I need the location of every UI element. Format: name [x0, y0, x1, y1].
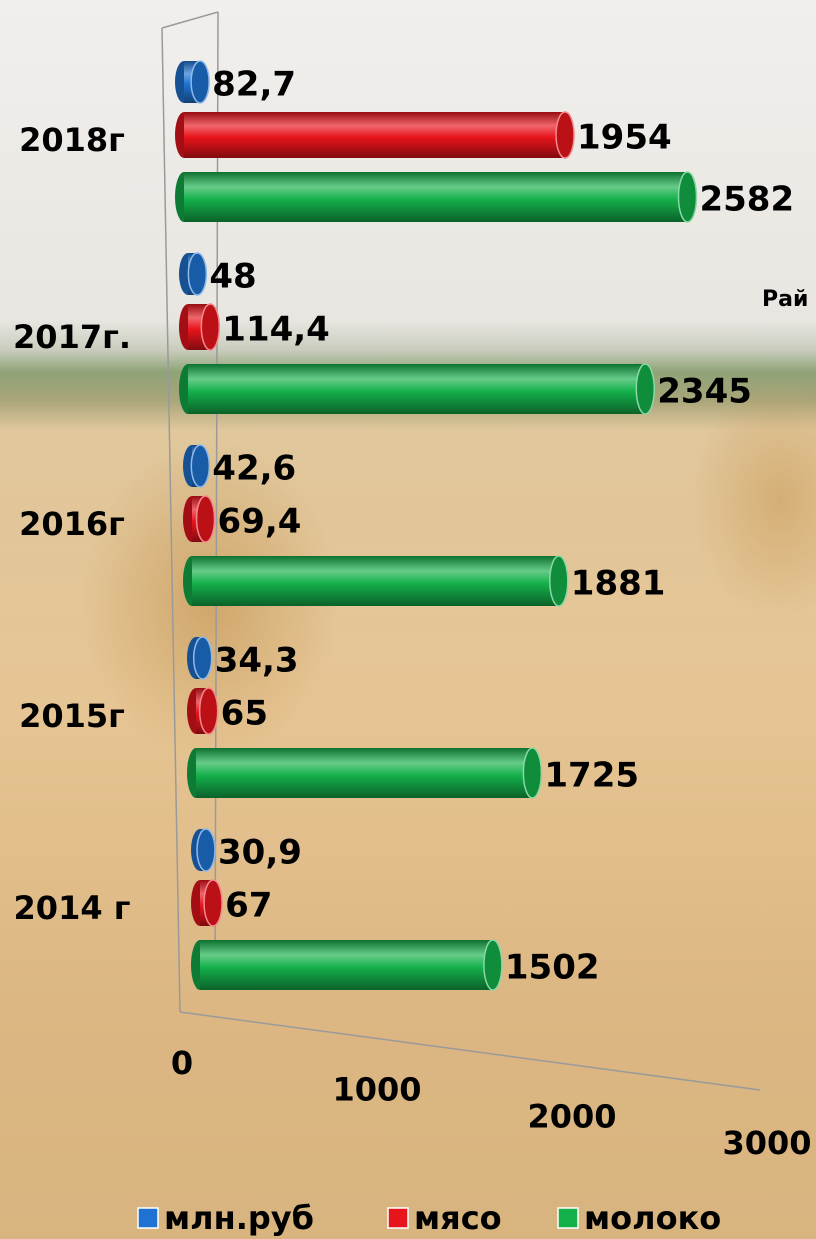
legend-label: мясо	[414, 1199, 502, 1237]
bar-cap	[188, 253, 206, 295]
value-label: 1502	[505, 948, 600, 988]
value-label: 65	[221, 694, 268, 734]
value-label: 34,3	[215, 641, 299, 681]
bar-cap	[523, 748, 541, 798]
legend-swatch	[388, 1208, 408, 1228]
back-wall-edge	[162, 28, 180, 1012]
floor-edge	[180, 1012, 760, 1090]
value-label: 69,4	[218, 502, 302, 542]
category-label: 2018г	[19, 121, 125, 159]
legend-swatch	[558, 1208, 578, 1228]
legend-label: млн.руб	[164, 1199, 314, 1237]
bar	[196, 748, 532, 798]
value-label: 114,4	[222, 310, 330, 350]
category-label: 2016г	[19, 505, 125, 543]
bar	[184, 112, 565, 158]
bar-cap	[636, 364, 654, 414]
value-label: 2582	[699, 180, 794, 220]
back-wall-edge	[162, 12, 218, 28]
value-label: 30,9	[218, 833, 302, 873]
category-label: 2017г.	[13, 318, 131, 356]
bar-cap	[204, 880, 222, 926]
x-tick-label: 3000	[722, 1124, 811, 1162]
bar-cap	[194, 637, 212, 679]
bar	[188, 364, 645, 414]
bar-cap	[191, 445, 209, 487]
x-tick-label: 1000	[332, 1071, 421, 1109]
x-tick-label: 2000	[527, 1097, 616, 1135]
legend-label: молоко	[584, 1199, 721, 1237]
value-label: 82,7	[212, 65, 296, 105]
bar-cap	[200, 688, 218, 734]
value-label: 1725	[544, 756, 639, 796]
bar	[184, 172, 687, 222]
chart: Рай 0 1000 2000 3000 2014 г 30,9 67 1502 2015г 34…	[0, 0, 816, 1239]
bar-cap	[197, 829, 215, 871]
bar-cap	[556, 112, 574, 158]
bar-cap	[550, 556, 568, 606]
bar	[192, 556, 559, 606]
value-label: 1881	[571, 564, 666, 604]
bar-cap	[197, 496, 215, 542]
bar-cap	[201, 304, 219, 350]
value-label: 48	[209, 257, 256, 297]
category-label: 2015г	[19, 697, 125, 735]
category-label: 2014 г	[14, 889, 131, 927]
legend-swatch	[138, 1208, 158, 1228]
bar-cap	[191, 61, 209, 103]
bar-cap	[678, 172, 696, 222]
annotation: Рай	[762, 287, 808, 312]
bar	[200, 940, 493, 990]
bar-cap	[484, 940, 502, 990]
value-label: 1954	[577, 118, 672, 158]
value-label: 67	[225, 886, 272, 926]
value-label: 2345	[657, 372, 752, 412]
value-label: 42,6	[212, 449, 296, 489]
x-tick-label: 0	[171, 1044, 193, 1082]
